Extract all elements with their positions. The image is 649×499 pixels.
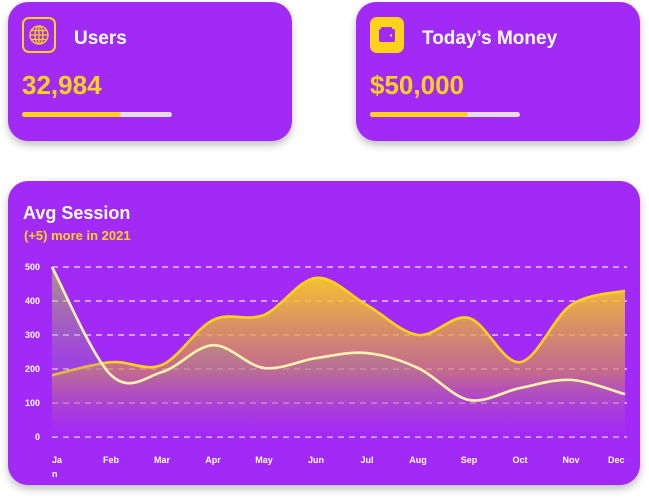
x-tick-label-wrap: n — [52, 469, 58, 479]
x-tick-label: Dec — [608, 455, 625, 465]
x-tick-label: Jul — [360, 455, 373, 465]
users-value: 32,984 — [22, 70, 102, 100]
wallet-icon — [370, 17, 404, 53]
y-tick-label: 100 — [25, 398, 40, 408]
money-progress — [370, 112, 520, 117]
x-tick-label: Jun — [308, 455, 324, 465]
x-tick-label: Ja — [52, 455, 63, 465]
series-line-0 — [51, 276, 626, 377]
globe-icon — [22, 17, 56, 53]
x-tick-label: Sep — [461, 455, 478, 465]
x-tick-label: Oct — [512, 455, 527, 465]
users-progress — [22, 112, 172, 117]
money-value: $50,000 — [370, 70, 464, 100]
y-tick-label: 300 — [25, 330, 40, 340]
chart-subtitle: (+5) more in 2021 — [24, 228, 131, 243]
y-tick-label: 0 — [35, 432, 40, 442]
y-tick-label: 500 — [25, 262, 40, 272]
chart-title: Avg Session — [23, 203, 131, 223]
series-line-1 — [50, 266, 626, 402]
x-tick-label: May — [255, 455, 273, 465]
users-progress-fill — [22, 112, 121, 117]
money-progress-fill — [370, 112, 468, 117]
x-tick-label: Mar — [154, 455, 171, 465]
users-title: Users — [74, 28, 127, 49]
x-tick-label: Aug — [409, 455, 427, 465]
x-tick-label: Feb — [103, 455, 120, 465]
y-tick-label: 400 — [25, 296, 40, 306]
money-card: Today’s Money $50,000 — [356, 2, 640, 141]
series-area-1 — [52, 267, 625, 437]
x-tick-label: Apr — [205, 455, 221, 465]
money-title: Today’s Money — [422, 28, 558, 49]
y-tick-label: 200 — [25, 364, 40, 374]
x-tick-label: Nov — [562, 455, 579, 465]
users-card: Users 32,984 — [8, 2, 292, 141]
